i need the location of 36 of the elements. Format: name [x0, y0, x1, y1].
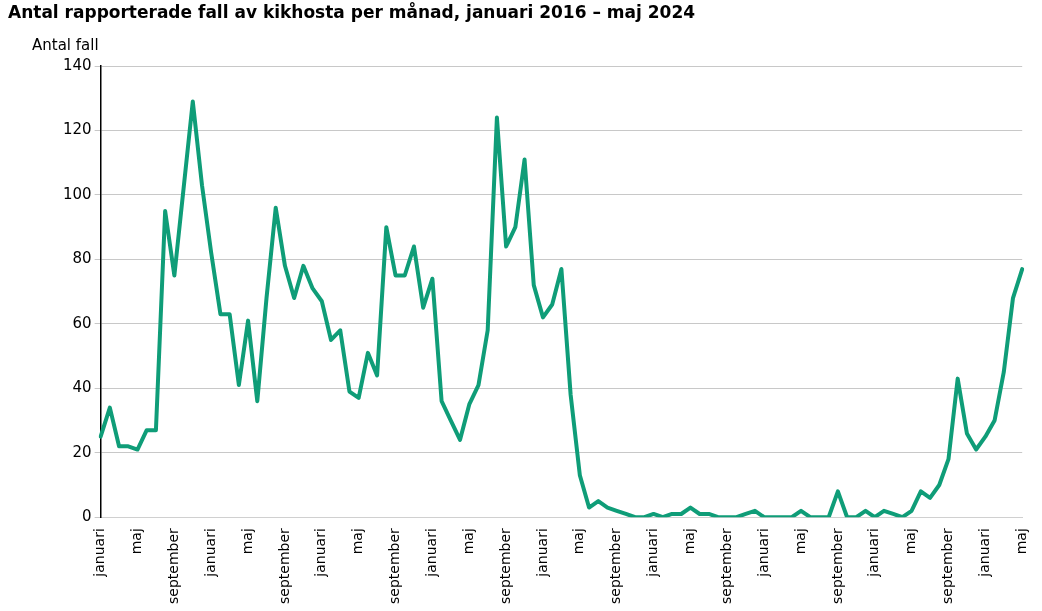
y-tick-label: 140 — [62, 55, 92, 74]
x-tick-label: maj — [1012, 528, 1029, 555]
x-tick-label: januari — [423, 528, 440, 578]
y-tick-label: 0 — [82, 507, 92, 526]
x-tick-label: januari — [91, 528, 108, 578]
x-tick-label: september — [607, 527, 624, 605]
x-tick-label: maj — [128, 528, 145, 555]
x-tick-label: maj — [238, 528, 255, 555]
x-tick-label: maj — [349, 528, 366, 555]
x-tick-label: januari — [975, 528, 992, 578]
x-tick-label: januari — [754, 528, 771, 578]
y-tick-label: 20 — [72, 442, 92, 461]
y-tick-label: 100 — [62, 184, 92, 203]
x-tick-label: maj — [570, 528, 587, 555]
x-tick-label: maj — [791, 528, 808, 555]
x-tick-label: januari — [644, 528, 661, 578]
x-tick-label: september — [717, 527, 734, 605]
x-tick-label: maj — [459, 528, 476, 555]
x-tick-label: januari — [533, 528, 550, 578]
x-tick-label: september — [165, 527, 181, 605]
y-axis-title: Antal fall — [32, 36, 99, 54]
x-tick-label: januari — [312, 528, 329, 578]
x-tick-label: september — [275, 527, 292, 605]
x-tick-label: januari — [865, 528, 882, 578]
x-tick-label: januari — [201, 528, 218, 578]
x-tick-label: september — [939, 527, 956, 605]
y-tick-label: 120 — [62, 120, 92, 139]
y-tick-label: 40 — [72, 378, 92, 397]
x-tick-label: maj — [902, 528, 919, 555]
chart-title: Antal rapporterade fall av kikhosta per månad, januari 2016 – maj 2024 — [8, 2, 696, 22]
y-tick-label: 80 — [72, 249, 92, 268]
x-tick-label: maj — [681, 528, 698, 555]
y-tick-label: 60 — [72, 313, 92, 332]
x-tick-label: september — [386, 527, 403, 605]
x-tick-label: september — [828, 527, 845, 605]
x-tick-label: september — [496, 527, 513, 605]
